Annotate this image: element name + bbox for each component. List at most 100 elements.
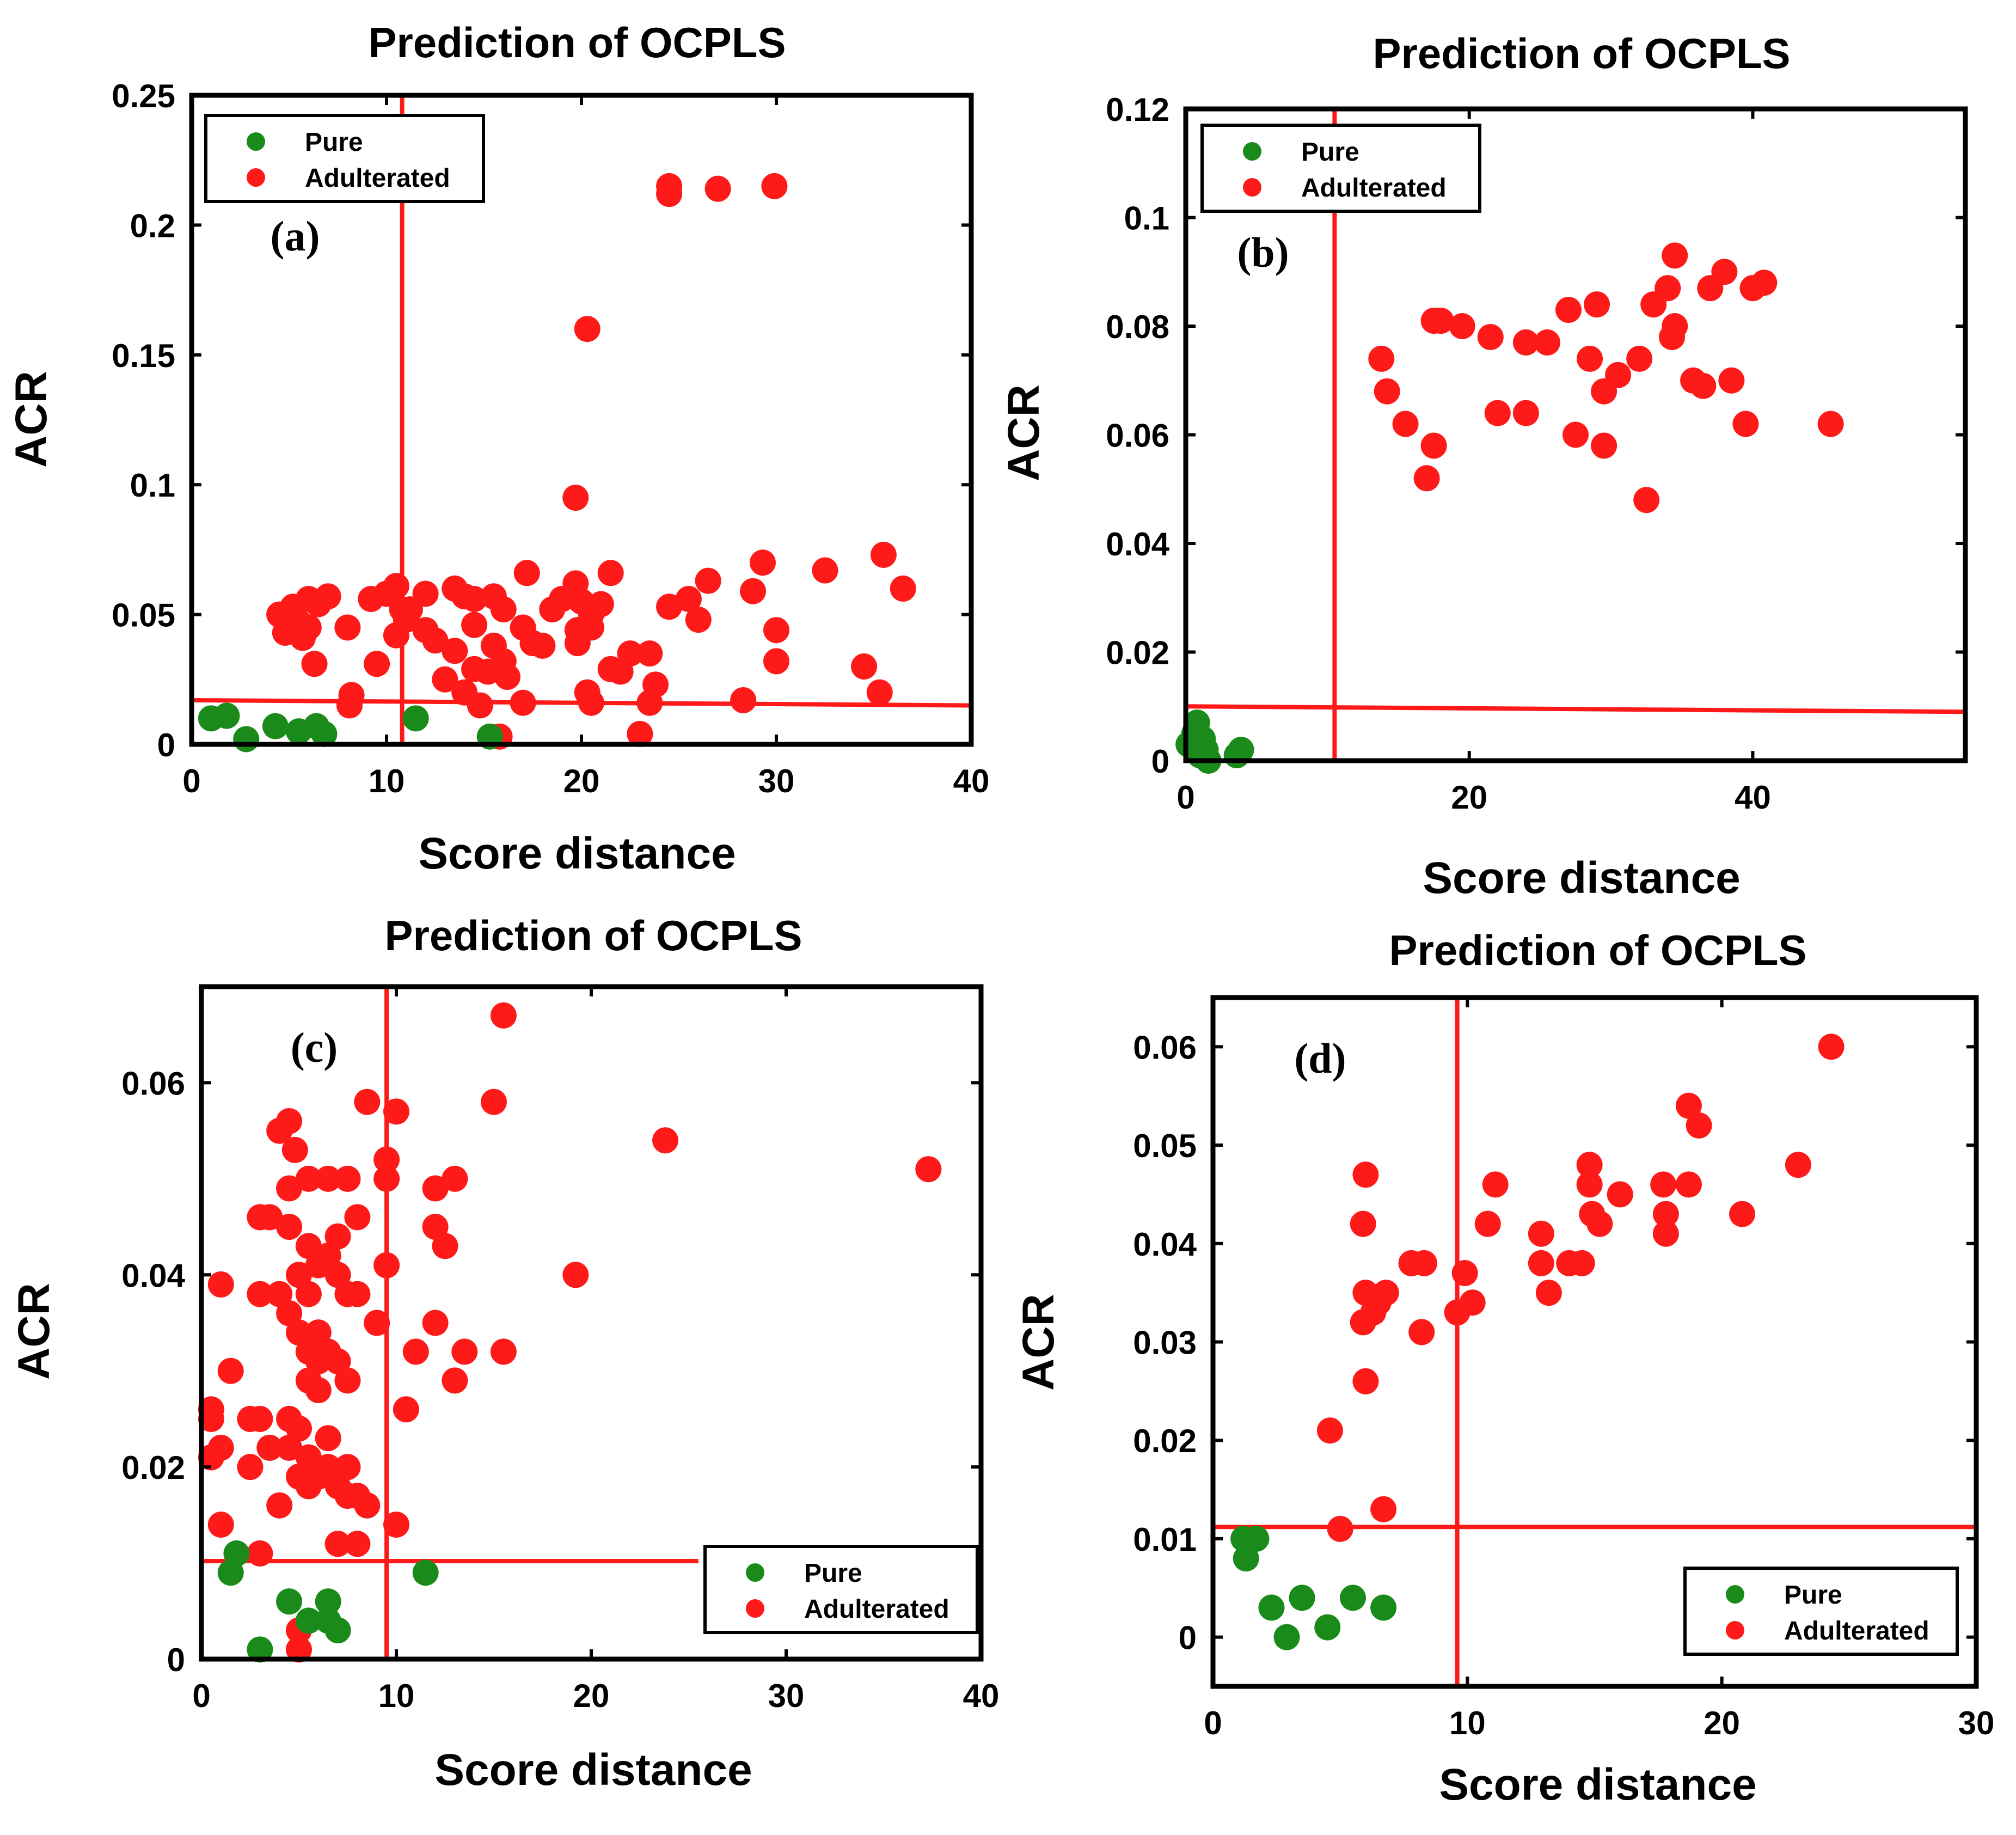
legend-adulterated-marker bbox=[1726, 1621, 1744, 1640]
pure-point bbox=[295, 1607, 322, 1634]
adulterated-point bbox=[1350, 1210, 1376, 1237]
x-axis-label: Score distance bbox=[434, 1745, 752, 1795]
adulterated-point bbox=[344, 1531, 371, 1557]
x-axis-label: Score distance bbox=[1423, 853, 1740, 903]
adulterated-point bbox=[529, 632, 556, 659]
y-tick-label: 0.02 bbox=[1106, 635, 1169, 671]
x-tick-label: 30 bbox=[1958, 1705, 1995, 1741]
y-tick-label: 0.1 bbox=[130, 467, 175, 504]
threshold-horizontal-line bbox=[1185, 704, 1966, 714]
adulterated-point bbox=[870, 541, 897, 568]
panel-label: (d) bbox=[1294, 1035, 1346, 1082]
adulterated-point bbox=[685, 607, 712, 633]
adulterated-point bbox=[1652, 1220, 1679, 1247]
adulterated-point bbox=[1555, 297, 1582, 323]
y-tick-label: 0.15 bbox=[112, 338, 175, 374]
adulterated-point bbox=[1392, 411, 1419, 437]
x-tick-label: 20 bbox=[1704, 1705, 1740, 1741]
legend-adulterated-label: Adulterated bbox=[804, 1595, 949, 1624]
x-tick-label: 30 bbox=[758, 763, 795, 799]
adulterated-point bbox=[494, 664, 520, 690]
y-tick-label: 0.02 bbox=[121, 1449, 185, 1486]
x-tick-label: 40 bbox=[963, 1678, 1000, 1714]
adulterated-point bbox=[383, 573, 409, 600]
adulterated-point bbox=[422, 1214, 449, 1240]
pure-point bbox=[1289, 1585, 1315, 1611]
adulterated-point bbox=[364, 651, 390, 677]
adulterated-point bbox=[290, 625, 316, 651]
adulterated-point bbox=[266, 1117, 293, 1144]
adulterated-point bbox=[617, 640, 644, 667]
adulterated-point bbox=[237, 1454, 264, 1481]
y-tick-label: 0.08 bbox=[1106, 309, 1169, 345]
legend-pure-marker bbox=[247, 132, 265, 151]
chart-title: Prediction of OCPLS bbox=[368, 19, 786, 66]
adulterated-point bbox=[286, 1415, 312, 1442]
adulterated-point bbox=[247, 1405, 273, 1432]
adulterated-point bbox=[652, 1127, 679, 1154]
panel-label: (b) bbox=[1237, 229, 1289, 276]
x-tick-label: 20 bbox=[573, 1678, 610, 1714]
adulterated-point bbox=[247, 1540, 273, 1567]
legend-pure-marker bbox=[746, 1563, 764, 1582]
legend-pure-label: Pure bbox=[804, 1559, 862, 1588]
adulterated-point bbox=[383, 1512, 409, 1538]
legend: Pure Adulterated bbox=[204, 114, 485, 203]
adulterated-point bbox=[1732, 411, 1759, 437]
adulterated-point bbox=[276, 1214, 303, 1240]
adulterated-point bbox=[564, 630, 591, 657]
y-tick-label: 0.06 bbox=[121, 1065, 185, 1102]
adulterated-point bbox=[301, 651, 328, 677]
legend-pure-marker bbox=[1243, 142, 1261, 161]
adulterated-point bbox=[627, 720, 653, 747]
x-tick-label: 20 bbox=[1451, 779, 1487, 816]
adulterated-point bbox=[890, 575, 916, 602]
adulterated-point bbox=[1408, 1319, 1435, 1345]
adulterated-point bbox=[286, 1636, 312, 1663]
y-tick-label: 0 bbox=[167, 1642, 185, 1678]
legend-pure-marker bbox=[1726, 1585, 1744, 1604]
adulterated-point bbox=[562, 485, 589, 511]
adulterated-point bbox=[389, 596, 415, 623]
adulterated-point bbox=[324, 1531, 351, 1557]
adulterated-point bbox=[695, 567, 721, 594]
adulterated-point bbox=[730, 687, 757, 713]
adulterated-point bbox=[315, 583, 341, 610]
adulterated-point bbox=[1655, 275, 1681, 302]
adulterated-point bbox=[276, 1300, 303, 1326]
adulterated-point bbox=[1686, 1112, 1712, 1139]
adulterated-point bbox=[851, 653, 878, 680]
panel-b: Prediction of OCPLS 0 20 40 0 0.02 0.04 0.06 0.0… bbox=[999, 29, 1968, 903]
adulterated-point bbox=[562, 1262, 589, 1288]
adulterated-point bbox=[334, 1367, 361, 1394]
y-tick-label: 0.04 bbox=[1133, 1226, 1197, 1263]
x-tick-label: 0 bbox=[1204, 1705, 1222, 1741]
panel-d: Prediction of OCPLS 0 10 20 30 0 0.01 0.02 0.03 0… bbox=[1014, 926, 1994, 1809]
adulterated-point bbox=[324, 1348, 351, 1375]
y-tick-label: 0.04 bbox=[1106, 526, 1169, 562]
pure-point bbox=[262, 713, 289, 739]
x-axis-label: Score distance bbox=[1439, 1760, 1756, 1809]
adulterated-point bbox=[1751, 270, 1778, 296]
adulterated-point bbox=[1411, 1250, 1437, 1276]
pure-point bbox=[1273, 1624, 1300, 1650]
y-tick-label: 0.01 bbox=[1133, 1521, 1197, 1558]
adulterated-point bbox=[636, 689, 663, 716]
adulterated-point bbox=[315, 1243, 341, 1269]
adulterated-point bbox=[1607, 1181, 1633, 1208]
adulterated-point bbox=[442, 638, 468, 664]
adulterated-point bbox=[1352, 1368, 1379, 1394]
adulterated-point bbox=[412, 580, 439, 607]
adulterated-point bbox=[763, 617, 789, 644]
x-tick-label: 0 bbox=[1176, 779, 1194, 816]
adulterated-point bbox=[1662, 313, 1688, 339]
adulterated-point bbox=[266, 1492, 293, 1519]
adulterated-point bbox=[334, 1454, 361, 1481]
adulterated-point bbox=[761, 173, 788, 199]
y-tick-label: 0.05 bbox=[112, 597, 175, 634]
adulterated-point bbox=[383, 622, 409, 649]
adulterated-point bbox=[1484, 400, 1511, 426]
adulterated-point bbox=[490, 596, 517, 623]
chart-title: Prediction of OCPLS bbox=[1372, 29, 1790, 77]
